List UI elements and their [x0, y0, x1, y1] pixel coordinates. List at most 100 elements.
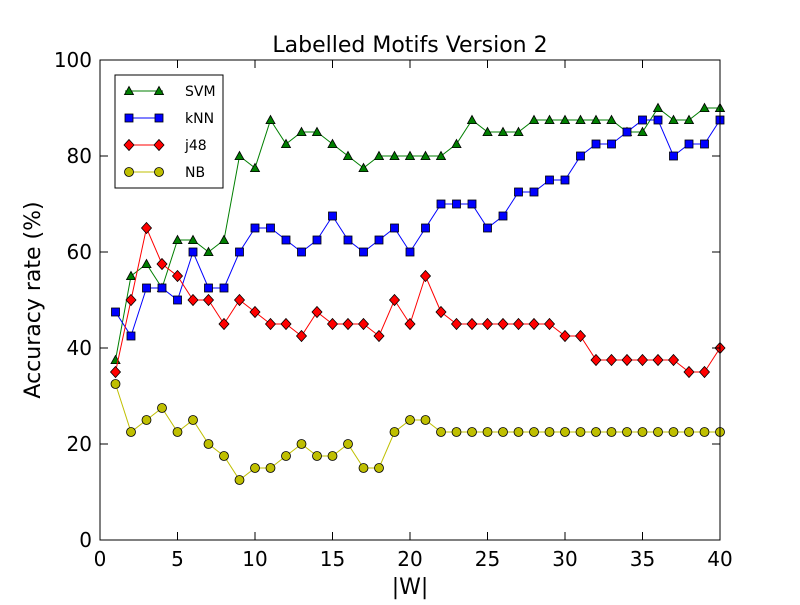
legend-marker-svm [123, 85, 135, 95]
data-point-svm [218, 234, 230, 245]
data-point-nb [281, 451, 291, 461]
data-point-svm [435, 150, 447, 161]
data-point-knn [483, 223, 492, 233]
data-point-svm [141, 258, 152, 269]
data-point-knn [235, 247, 244, 257]
series-line-knn [115, 119, 721, 338]
data-point-svm [265, 114, 276, 124]
data-point-knn [607, 139, 616, 149]
data-point-j48 [326, 317, 339, 331]
data-point-knn [653, 115, 663, 125]
x-tick-label: 0 [94, 547, 107, 571]
data-point-j48 [202, 293, 215, 307]
data-point-nb [343, 439, 353, 449]
data-point-knn [281, 235, 291, 245]
x-tick-label: 40 [707, 547, 732, 571]
data-point-svm [234, 150, 245, 161]
data-point-nb [622, 427, 632, 437]
data-point-knn [359, 247, 368, 257]
data-point-j48 [125, 293, 137, 307]
y-tick-label: 40 [67, 336, 92, 360]
data-point-j48 [683, 365, 695, 379]
data-point-svm [389, 150, 400, 161]
data-point-svm [559, 114, 571, 124]
data-point-nb [451, 427, 462, 437]
data-point-j48 [621, 353, 633, 367]
data-point-nb [467, 427, 477, 437]
series-line-svm [115, 107, 720, 361]
legend-marker-nb [154, 167, 164, 177]
data-point-nb [498, 427, 508, 437]
data-point-knn [514, 187, 523, 197]
legend-label-nb: NB [185, 165, 205, 181]
data-point-knn [684, 139, 694, 149]
legend-marker-nb [124, 167, 134, 177]
data-point-j48 [388, 293, 401, 307]
data-point-j48 [528, 317, 540, 331]
data-point-nb [420, 415, 431, 425]
legend-label-j48: j48 [184, 138, 207, 154]
data-point-knn [219, 283, 229, 293]
plot-area: 0 5 10 15 20 25 30 35 40 0 20 40 60 80 100 [54, 48, 733, 571]
data-point-j48 [109, 365, 122, 379]
data-point-svm [699, 102, 710, 112]
data-point-nb [358, 463, 369, 473]
legend: SVM kNN j48 NB [114, 74, 224, 189]
data-point-nb [560, 427, 570, 437]
data-point-svm [497, 126, 509, 137]
x-tick-label: 20 [397, 547, 422, 571]
data-point-j48 [466, 317, 478, 331]
data-point-j48 [481, 317, 494, 331]
data-point-nb [110, 379, 121, 389]
data-point-j48 [218, 317, 230, 331]
data-point-j48 [435, 305, 447, 319]
data-point-nb [172, 427, 183, 437]
data-point-nb [157, 403, 167, 413]
data-point-knn [126, 331, 136, 341]
y-axis-label: Accuracy rate (%) [21, 201, 46, 398]
data-point-nb [606, 427, 617, 437]
data-point-j48 [233, 293, 246, 307]
data-point-j48 [171, 269, 184, 283]
data-point-nb [591, 427, 601, 437]
data-point-svm [606, 114, 617, 124]
data-point-knn [390, 223, 399, 233]
data-point-knn [250, 223, 260, 233]
x-axis-label: |W| [392, 575, 429, 600]
legend-label-svm: SVM [185, 84, 216, 100]
data-point-svm [203, 246, 214, 257]
data-point-nb [312, 451, 322, 461]
data-point-svm [249, 162, 261, 173]
data-point-j48 [559, 329, 571, 343]
data-point-nb [203, 439, 214, 449]
data-point-j48 [249, 305, 261, 319]
data-point-nb [699, 427, 710, 437]
data-point-j48 [295, 329, 308, 343]
data-point-nb [436, 427, 446, 437]
data-point-j48 [698, 365, 711, 379]
data-point-svm [575, 114, 586, 124]
data-point-knn [529, 187, 539, 197]
data-point-knn [343, 235, 353, 245]
data-point-nb [637, 427, 648, 437]
data-point-j48 [342, 317, 354, 331]
y-tick-label: 0 [79, 528, 92, 552]
data-point-knn [436, 199, 446, 209]
y-tick-label: 100 [54, 48, 92, 72]
data-point-svm [280, 138, 292, 149]
data-point-svm [125, 270, 137, 281]
data-point-j48 [156, 257, 168, 271]
data-point-j48 [652, 353, 664, 367]
data-point-nb [374, 463, 384, 473]
data-point-nb [265, 463, 276, 473]
data-point-nb [684, 427, 694, 437]
data-point-j48 [512, 317, 525, 331]
data-point-j48 [280, 317, 292, 331]
data-point-knn [669, 151, 678, 161]
data-point-nb [513, 427, 524, 437]
data-point-svm [404, 150, 416, 161]
x-tick-label: 35 [630, 547, 655, 571]
data-point-knn [405, 247, 415, 257]
